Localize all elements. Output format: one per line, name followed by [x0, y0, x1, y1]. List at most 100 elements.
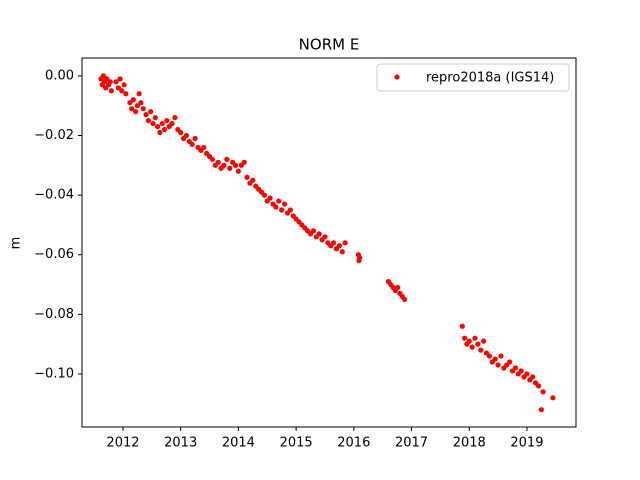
point	[221, 162, 227, 168]
x-tick-label: 2012	[106, 436, 139, 451]
point	[100, 73, 106, 79]
legend-marker	[394, 74, 400, 80]
point	[535, 383, 542, 389]
point	[232, 162, 239, 168]
point	[161, 126, 168, 133]
point	[462, 335, 468, 341]
point	[183, 132, 190, 139]
point	[518, 368, 524, 374]
point	[475, 341, 481, 347]
point	[507, 359, 513, 365]
point	[250, 177, 256, 183]
point	[104, 76, 110, 82]
point	[145, 117, 151, 124]
x-tick-label: 2018	[453, 436, 486, 451]
point	[123, 91, 129, 97]
y-tick-label: −0.02	[34, 128, 74, 143]
point	[224, 156, 230, 162]
point	[108, 88, 115, 94]
point	[164, 117, 170, 124]
point	[150, 120, 156, 127]
x-tick-label: 2019	[510, 436, 543, 451]
point	[498, 353, 504, 359]
point	[134, 103, 141, 109]
legend-box	[376, 63, 570, 92]
point	[201, 144, 207, 151]
point	[395, 284, 401, 291]
point	[129, 106, 135, 112]
point	[130, 97, 136, 103]
point	[113, 79, 119, 85]
point	[279, 207, 285, 213]
point	[342, 240, 348, 246]
point	[472, 335, 478, 341]
point	[152, 115, 158, 121]
point	[481, 338, 487, 344]
point	[192, 135, 198, 142]
point	[235, 168, 241, 174]
point	[486, 353, 493, 359]
y-axis-label: m	[9, 237, 24, 250]
point	[538, 407, 544, 413]
point	[140, 106, 146, 112]
point	[281, 201, 288, 207]
point	[138, 100, 144, 106]
point	[241, 159, 247, 165]
point	[155, 123, 161, 130]
point	[466, 338, 472, 344]
point	[322, 234, 328, 240]
x-tick-label: 2014	[222, 436, 255, 451]
plot-frame	[81, 57, 577, 428]
point	[148, 109, 154, 115]
point	[107, 79, 113, 85]
point	[316, 231, 322, 237]
point	[178, 129, 184, 136]
point	[402, 296, 408, 303]
point	[287, 207, 293, 213]
x-tick-label: 2016	[337, 436, 370, 451]
point	[524, 371, 530, 377]
point	[119, 88, 125, 94]
point	[267, 195, 273, 201]
point	[121, 82, 127, 88]
point	[169, 120, 175, 127]
point	[310, 228, 317, 234]
y-tick-label: 0.00	[45, 68, 74, 83]
point	[136, 91, 142, 97]
point	[115, 85, 121, 91]
point	[495, 362, 501, 368]
point	[157, 129, 163, 136]
point	[133, 109, 139, 115]
point	[143, 112, 149, 118]
point	[492, 356, 498, 362]
point	[356, 255, 363, 261]
point	[478, 347, 484, 353]
point	[127, 100, 133, 106]
point	[215, 159, 221, 165]
point	[459, 323, 465, 329]
y-tick-label: −0.06	[34, 247, 74, 262]
y-tick-label: −0.08	[34, 307, 74, 322]
x-tick-label: 2013	[164, 436, 197, 451]
point	[469, 344, 475, 350]
point	[227, 165, 233, 171]
point	[540, 389, 546, 395]
point	[530, 374, 536, 380]
point	[117, 76, 123, 82]
y-tick-label: −0.10	[34, 366, 74, 381]
point	[512, 365, 519, 371]
point	[273, 204, 279, 210]
point	[336, 243, 342, 249]
point	[159, 120, 165, 127]
point	[244, 174, 250, 180]
legend-label: repro2018a (IGS14)	[426, 71, 554, 86]
point	[209, 156, 216, 162]
point	[339, 249, 345, 255]
y-tick-label: −0.04	[34, 188, 74, 203]
point	[550, 395, 556, 401]
point	[276, 198, 282, 204]
x-tick-label: 2015	[280, 436, 313, 451]
point	[189, 141, 195, 148]
chart-title: NORM E	[299, 36, 360, 54]
